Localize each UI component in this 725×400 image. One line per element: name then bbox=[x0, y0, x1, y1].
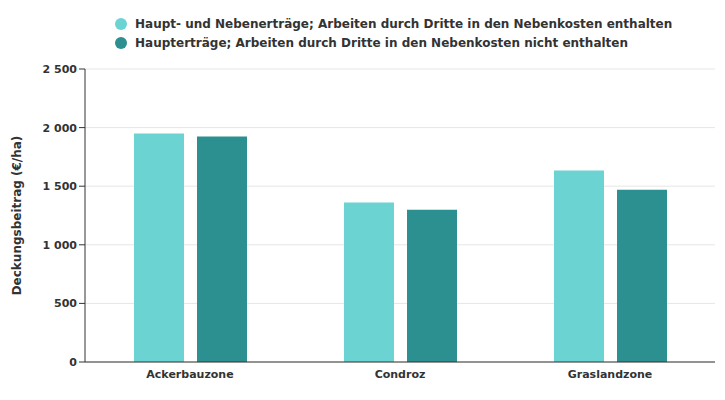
svg-text:1 000: 1 000 bbox=[43, 239, 78, 252]
svg-text:Graslandzone: Graslandzone bbox=[568, 368, 653, 381]
html-text:Haupterträge; Arbeiten durch D: Haupterträge; Arbeiten durch Dritte in d… bbox=[135, 35, 628, 50]
svg-text:0: 0 bbox=[69, 356, 77, 369]
html-text:Haupt- und Nebenerträge; Arbei: Haupt- und Nebenerträge; Arbeiten durch … bbox=[135, 16, 673, 31]
svg-text:Ackerbauzone: Ackerbauzone bbox=[146, 368, 233, 381]
svg-text:2 500: 2 500 bbox=[43, 63, 78, 76]
svg-text:1 500: 1 500 bbox=[43, 180, 78, 193]
svg-text:Deckungsbeitrag (€/ha): Deckungsbeitrag (€/ha) bbox=[10, 136, 24, 296]
svg-text:500: 500 bbox=[54, 297, 77, 310]
svg-text:Condroz: Condroz bbox=[375, 368, 426, 381]
svg-text:2 000: 2 000 bbox=[43, 122, 78, 135]
